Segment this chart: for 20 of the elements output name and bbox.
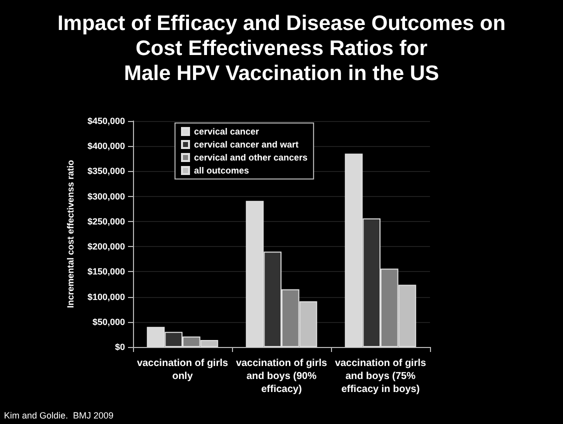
y-tick-label: $400,000 xyxy=(87,141,125,152)
legend-label: cervical cancer and wart xyxy=(194,140,299,150)
y-tick-label: $150,000 xyxy=(87,266,125,277)
text: Kim and Goldie. BMJ 2009 xyxy=(4,410,114,420)
legend-label: all outcomes xyxy=(194,166,250,176)
y-tick-label: $300,000 xyxy=(87,191,125,202)
x-tick-label: vaccination of girls and boys (90% efficacy) xyxy=(236,358,328,395)
y-axis-title: Incremental cost effectivenss ratio xyxy=(66,159,76,308)
y-tick-label: $100,000 xyxy=(87,292,125,302)
y-tick-label: $350,000 xyxy=(87,166,125,176)
legend-label: cervical and other cancers xyxy=(194,152,308,162)
x-tick-label: vaccination of girls only xyxy=(136,358,228,382)
y-tick-label: $50,000 xyxy=(92,316,125,327)
y-tick-label: $450,000 xyxy=(87,116,125,126)
y-tick-label: $250,000 xyxy=(87,216,125,226)
y-tick-label: $200,000 xyxy=(87,242,125,252)
y-tick-label: $0 xyxy=(114,342,125,352)
x-tick-label: vaccination of girls and boys (75% efficacy in boys) xyxy=(334,358,426,395)
chart-title: Impact of Efficacy and Disease Outcomes on Cost Effectiveness Ratios for Male HPV Vaccination in the US xyxy=(57,12,506,85)
legend-label: cervical cancer xyxy=(194,126,260,136)
